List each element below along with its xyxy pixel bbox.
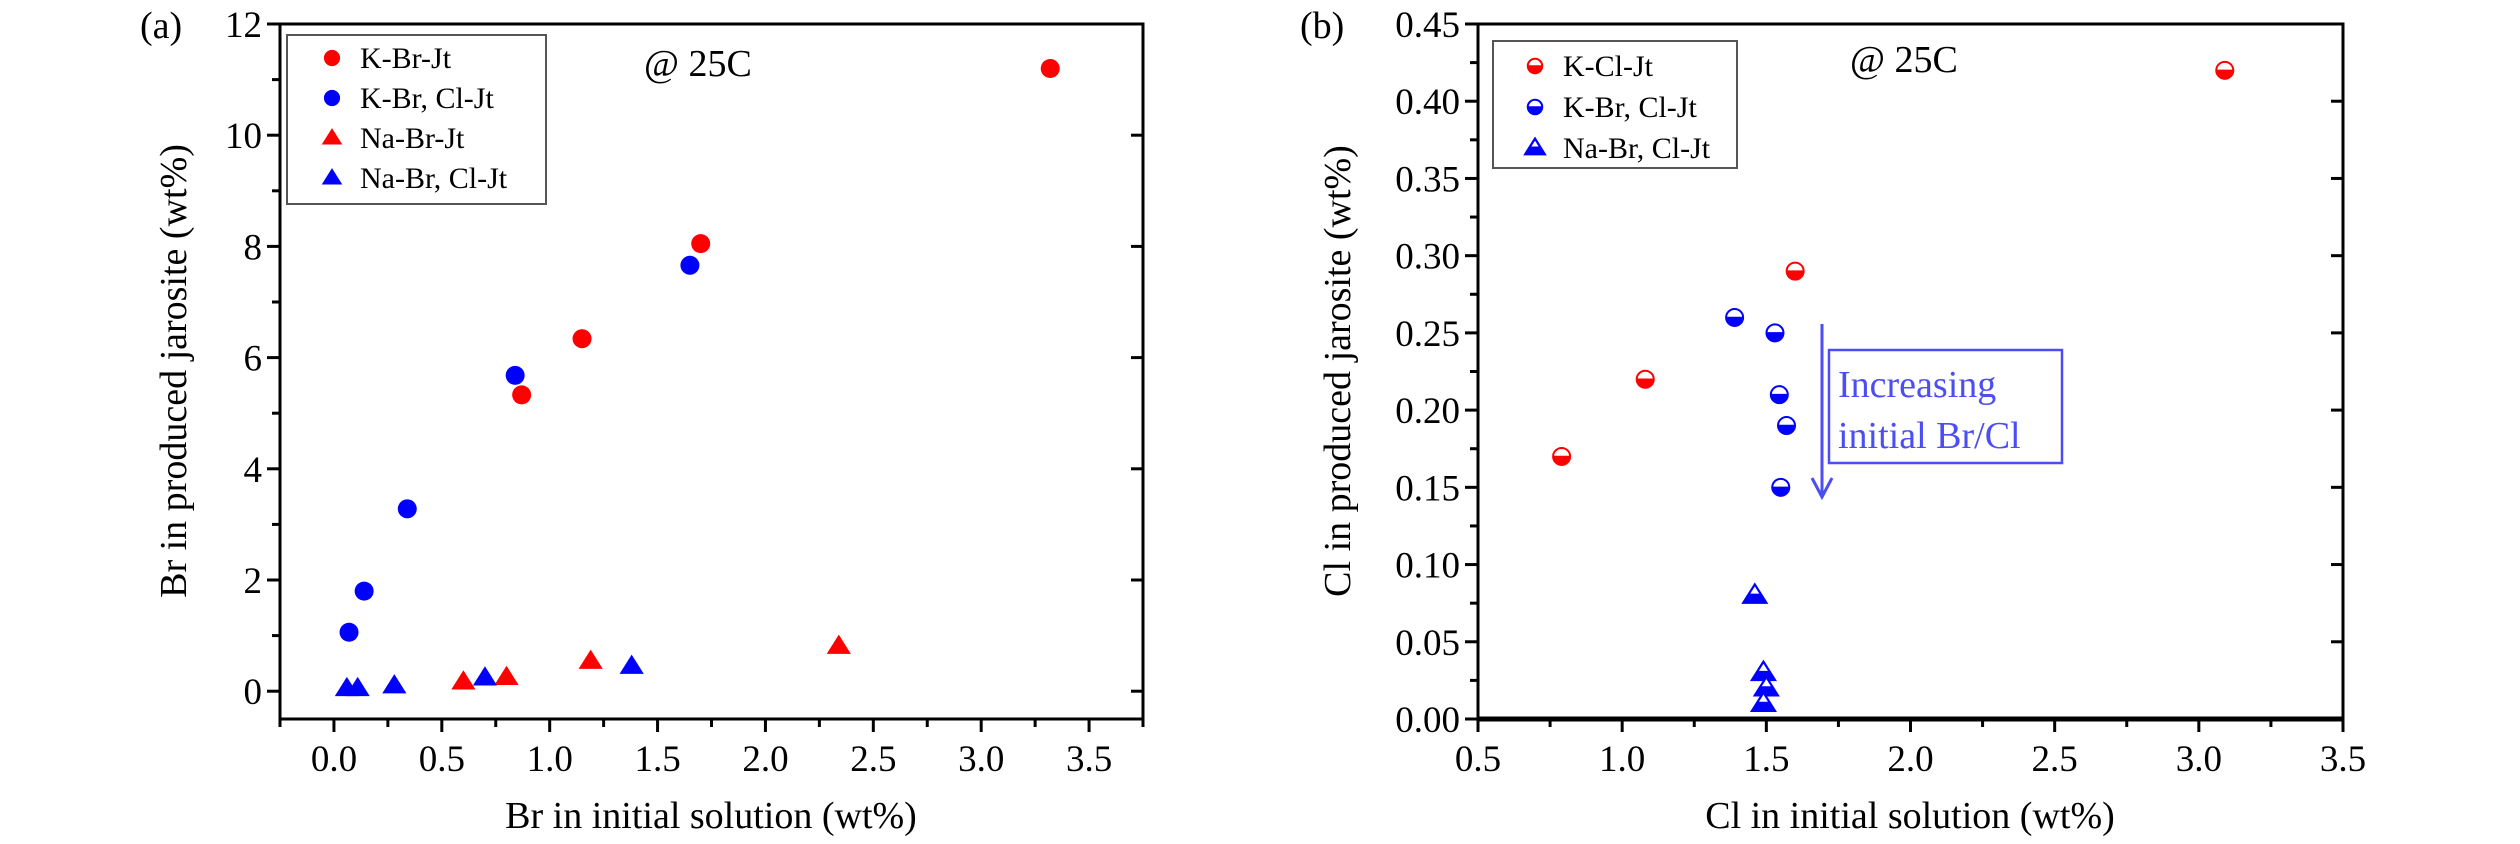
x-tick-label: 2.5 bbox=[2032, 739, 2078, 780]
y-tick-label: 0.25 bbox=[1395, 314, 1460, 355]
data-point bbox=[1749, 690, 1777, 713]
legend-marker bbox=[1526, 57, 1544, 75]
y-tick-label: 0.45 bbox=[1395, 5, 1460, 46]
data-point bbox=[345, 676, 370, 697]
data-point bbox=[691, 234, 711, 254]
y-tick-label: 0.30 bbox=[1395, 237, 1460, 278]
data-point bbox=[382, 674, 407, 694]
legend-marker bbox=[321, 168, 343, 185]
legend-marker bbox=[323, 49, 341, 67]
x-tick-label: 3.0 bbox=[958, 739, 1004, 780]
y-tick-label: 2 bbox=[244, 561, 263, 602]
y-tick-label: 0.40 bbox=[1395, 82, 1460, 123]
legend-a: K-Br-Jt K-Br, Cl-Jt Na-Br-Jt Na-Br, Cl-Jt bbox=[286, 34, 547, 205]
y-tick-label: 0.00 bbox=[1395, 700, 1460, 741]
callout-line-1: Increasing bbox=[1838, 364, 1996, 406]
x-axis-title-a: Br in initial solution (wt%) bbox=[505, 795, 917, 837]
y-tick-label: 0.35 bbox=[1395, 159, 1460, 200]
data-point bbox=[451, 670, 476, 690]
x-tick-label: 2.0 bbox=[742, 739, 788, 780]
legend-marker bbox=[1526, 98, 1544, 116]
data-point bbox=[578, 649, 603, 669]
data-point bbox=[1777, 416, 1797, 436]
y-ticks-a: 0 2 4 6 8 10 12 bbox=[225, 5, 1143, 713]
x-tick-label: 3.5 bbox=[1066, 739, 1112, 780]
x-tick-label: 2.0 bbox=[1887, 739, 1933, 780]
callout-line-2: initial Br/Cl bbox=[1838, 415, 2021, 457]
panel-label-a: (a) bbox=[140, 5, 182, 47]
data-point bbox=[1785, 261, 1805, 281]
annotation-a: @ 25C bbox=[644, 43, 752, 85]
legend-label: Na-Br-Jt bbox=[360, 122, 465, 155]
data-point bbox=[1725, 307, 1745, 327]
callout-box bbox=[1827, 348, 2064, 465]
y-tick-label: 0.05 bbox=[1395, 623, 1460, 664]
x-ticks-a: 0.0 0.5 1.0 1.5 2.0 2.5 3.0 3.5 bbox=[278, 719, 1145, 780]
data-points-b bbox=[1552, 60, 2235, 713]
data-point bbox=[397, 499, 417, 519]
legend-marker bbox=[323, 89, 341, 107]
y-axis-title-b: Cl in produced jarosite (wt%) bbox=[1317, 145, 1359, 597]
panel-b: (b) 0.5 1.0 1.5 2.0 2.5 3.0 3.5 0.000.050.100.… bbox=[1300, 5, 2366, 837]
legend-label: K-Br, Cl-Jt bbox=[360, 82, 494, 115]
y-tick-label: 6 bbox=[244, 339, 263, 380]
x-tick-label: 3.0 bbox=[2176, 739, 2222, 780]
legend-marker bbox=[321, 128, 343, 145]
data-point bbox=[1040, 58, 1060, 78]
x-tick-label: 0.5 bbox=[1455, 739, 1501, 780]
x-tick-label: 1.0 bbox=[527, 739, 573, 780]
x-tick-label: 1.5 bbox=[1743, 739, 1789, 780]
data-point bbox=[1765, 323, 1785, 343]
data-point bbox=[1635, 369, 1655, 389]
y-tick-label: 0 bbox=[244, 672, 263, 713]
data-point bbox=[680, 255, 700, 275]
y-tick-label: 10 bbox=[225, 116, 262, 157]
data-point bbox=[505, 365, 525, 385]
panel-label-b: (b) bbox=[1300, 5, 1344, 47]
arrow-head bbox=[1810, 477, 1834, 501]
data-point bbox=[826, 634, 851, 654]
y-tick-label: 12 bbox=[225, 5, 262, 46]
legend-label: Na-Br, Cl-Jt bbox=[1563, 132, 1711, 165]
data-point bbox=[1741, 582, 1769, 604]
callout-b: Increasing initial Br/Cl bbox=[1810, 324, 2064, 501]
y-axis-title-a: Br in produced jarosite (wt%) bbox=[153, 144, 195, 598]
x-tick-label: 2.5 bbox=[850, 739, 896, 780]
data-point bbox=[2215, 60, 2235, 80]
legend-marker bbox=[1523, 136, 1547, 156]
legend-label: Na-Br, Cl-Jt bbox=[360, 162, 508, 195]
x-tick-label: 1.0 bbox=[1599, 739, 1645, 780]
x-tick-label: 1.5 bbox=[634, 739, 680, 780]
annotation-b: @ 25C bbox=[1850, 39, 1958, 81]
y-tick-label: 0.20 bbox=[1395, 391, 1460, 432]
data-point bbox=[512, 385, 532, 405]
data-point bbox=[1769, 385, 1789, 405]
x-tick-label: 3.5 bbox=[2320, 739, 2366, 780]
legend-label: K-Br-Jt bbox=[360, 42, 452, 75]
x-tick-label: 0.0 bbox=[311, 739, 357, 780]
x-ticks-b: 0.5 1.0 1.5 2.0 2.5 3.0 3.5 bbox=[1455, 719, 2366, 780]
legend-label: K-Cl-Jt bbox=[1563, 50, 1654, 83]
data-point bbox=[1749, 659, 1777, 682]
data-points-a bbox=[334, 58, 1060, 697]
y-tick-label: 4 bbox=[244, 450, 263, 491]
data-point bbox=[472, 666, 498, 686]
data-point bbox=[494, 665, 519, 685]
data-point bbox=[619, 654, 644, 674]
data-point bbox=[354, 581, 374, 601]
legend-b: K-Cl-Jt K-Br, Cl-Jt Na-Br, Cl-Jt bbox=[1492, 40, 1738, 169]
y-tick-label: 8 bbox=[244, 227, 263, 268]
panel-a: (a) 0.0 0.5 1.0 1.5 2.0 2.5 3.0 3.5 0 2 4 6 8 10 12 B… bbox=[140, 5, 1145, 837]
y-ticks-b: 0.00 0.05 0.10 0.15 0.20 0.25 0.30 0.35 0.40 0.45 bbox=[1395, 5, 2343, 741]
data-point bbox=[572, 329, 592, 349]
legend-label: K-Br, Cl-Jt bbox=[1563, 91, 1697, 124]
x-tick-label: 0.5 bbox=[419, 739, 465, 780]
data-point bbox=[1771, 477, 1791, 497]
data-point bbox=[339, 622, 359, 642]
data-point bbox=[1552, 446, 1572, 466]
y-tick-label: 0.15 bbox=[1395, 468, 1460, 509]
x-axis-title-b: Cl in initial solution (wt%) bbox=[1705, 795, 2115, 837]
y-tick-label: 0.10 bbox=[1395, 546, 1460, 587]
